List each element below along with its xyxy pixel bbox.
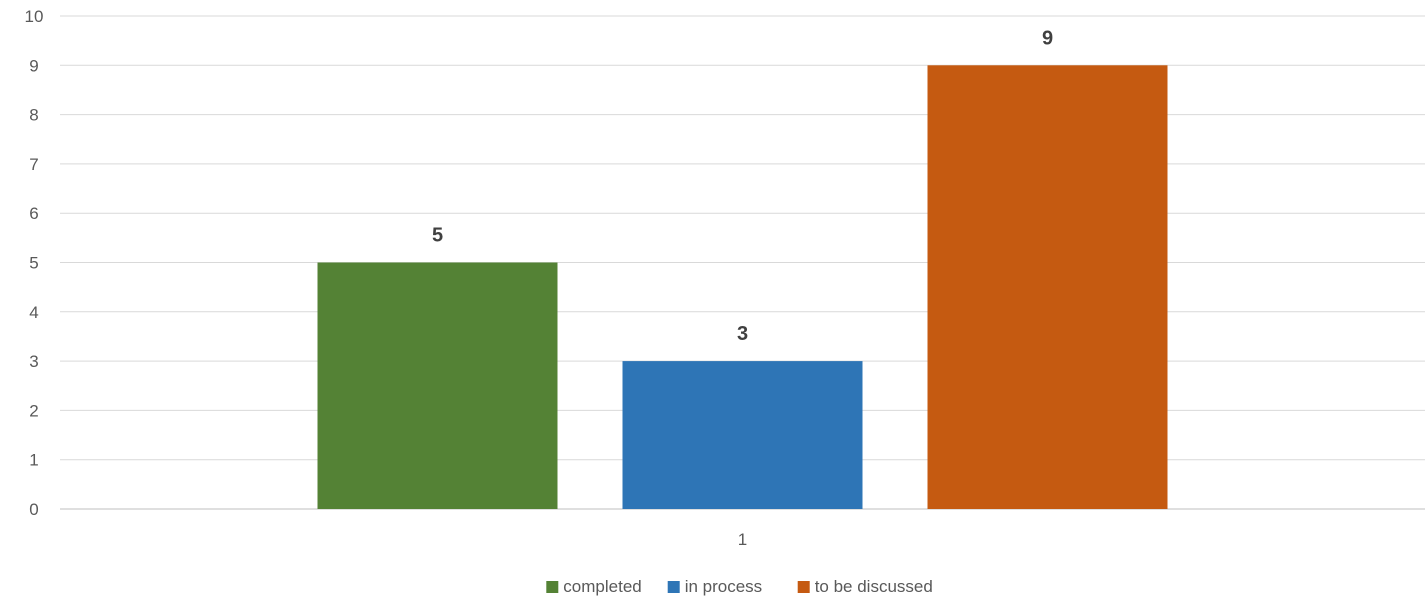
bar-completed (317, 262, 558, 509)
bars (317, 65, 1168, 510)
legend-label: to be discussed (815, 577, 933, 596)
legend-swatch (797, 581, 810, 593)
legend-label: completed (563, 577, 641, 596)
y-tick-label: 5 (29, 254, 38, 273)
gridlines (60, 15, 1425, 510)
x-tick-label: 1 (738, 530, 747, 549)
bar-to-be-discussed (927, 65, 1168, 510)
data-label: 3 (737, 323, 748, 345)
y-tick-label: 9 (29, 56, 38, 75)
y-tick-label: 2 (29, 401, 38, 420)
legend-swatch (667, 581, 680, 593)
x-axis-ticks: 1 (738, 530, 747, 549)
data-labels: 5 3 9 (432, 27, 1053, 345)
y-tick-label: 6 (29, 204, 38, 223)
legend-label: in process (685, 577, 762, 596)
data-label: 5 (432, 225, 443, 247)
bar-in-process (622, 361, 863, 509)
y-tick-label: 4 (29, 303, 38, 322)
y-tick-label: 10 (25, 7, 44, 26)
y-axis-ticks: 0 1 2 3 4 5 6 7 8 9 10 (25, 7, 44, 519)
data-label: 9 (1042, 27, 1053, 49)
y-tick-label: 3 (29, 352, 38, 371)
y-tick-label: 7 (29, 155, 38, 174)
legend-swatch (546, 581, 559, 593)
y-tick-label: 1 (29, 451, 38, 470)
legend: completed in process to be discussed (546, 577, 933, 596)
y-tick-label: 8 (29, 106, 38, 125)
y-tick-label: 0 (29, 500, 38, 519)
